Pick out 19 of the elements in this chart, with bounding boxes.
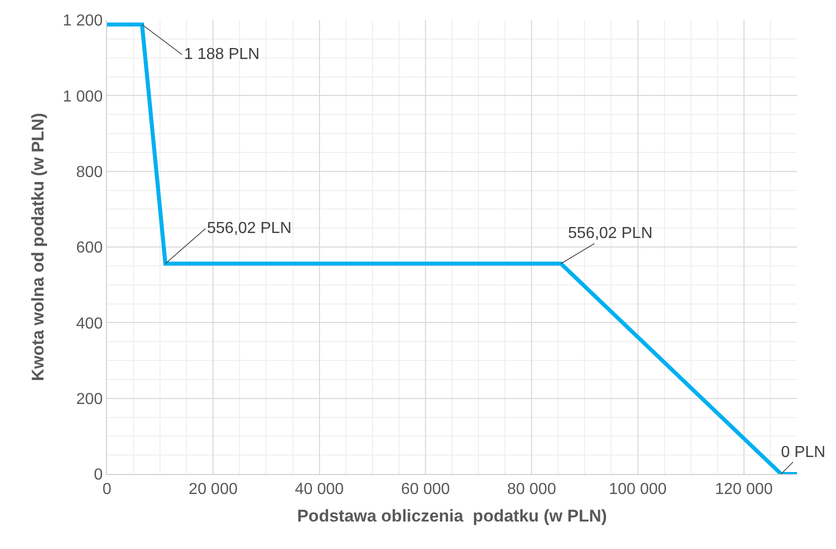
y-tick-label: 1 000 — [62, 88, 103, 106]
x-tick-label: 20 000 — [188, 481, 238, 498]
y-tick-label: 1 200 — [62, 12, 103, 30]
x-tick-label: 80 000 — [507, 481, 556, 498]
y-tick-label: 600 — [76, 240, 103, 257]
x-axis-title: Podstawa obliczenia podatku (w PLN) — [297, 506, 607, 526]
x-tick-label: 120 000 — [715, 481, 773, 498]
annotation: 556,02 PLN — [568, 225, 653, 242]
annotation: 0 PLN — [781, 444, 826, 461]
x-tick-label: 40 000 — [294, 481, 344, 498]
y-axis-title: Kwota wolna od podatku (w PLN) — [28, 112, 48, 382]
y-tick-label: 800 — [76, 164, 103, 181]
y-tick-label: 400 — [76, 315, 103, 332]
x-tick-label: 100 000 — [608, 481, 667, 498]
annotation: 1 188 PLN — [184, 46, 260, 63]
y-tick-label: 0 — [94, 466, 103, 484]
annotation: 556,02 PLN — [207, 220, 292, 237]
x-tick-label: 60 000 — [400, 481, 450, 498]
y-tick-label: 200 — [76, 390, 103, 408]
